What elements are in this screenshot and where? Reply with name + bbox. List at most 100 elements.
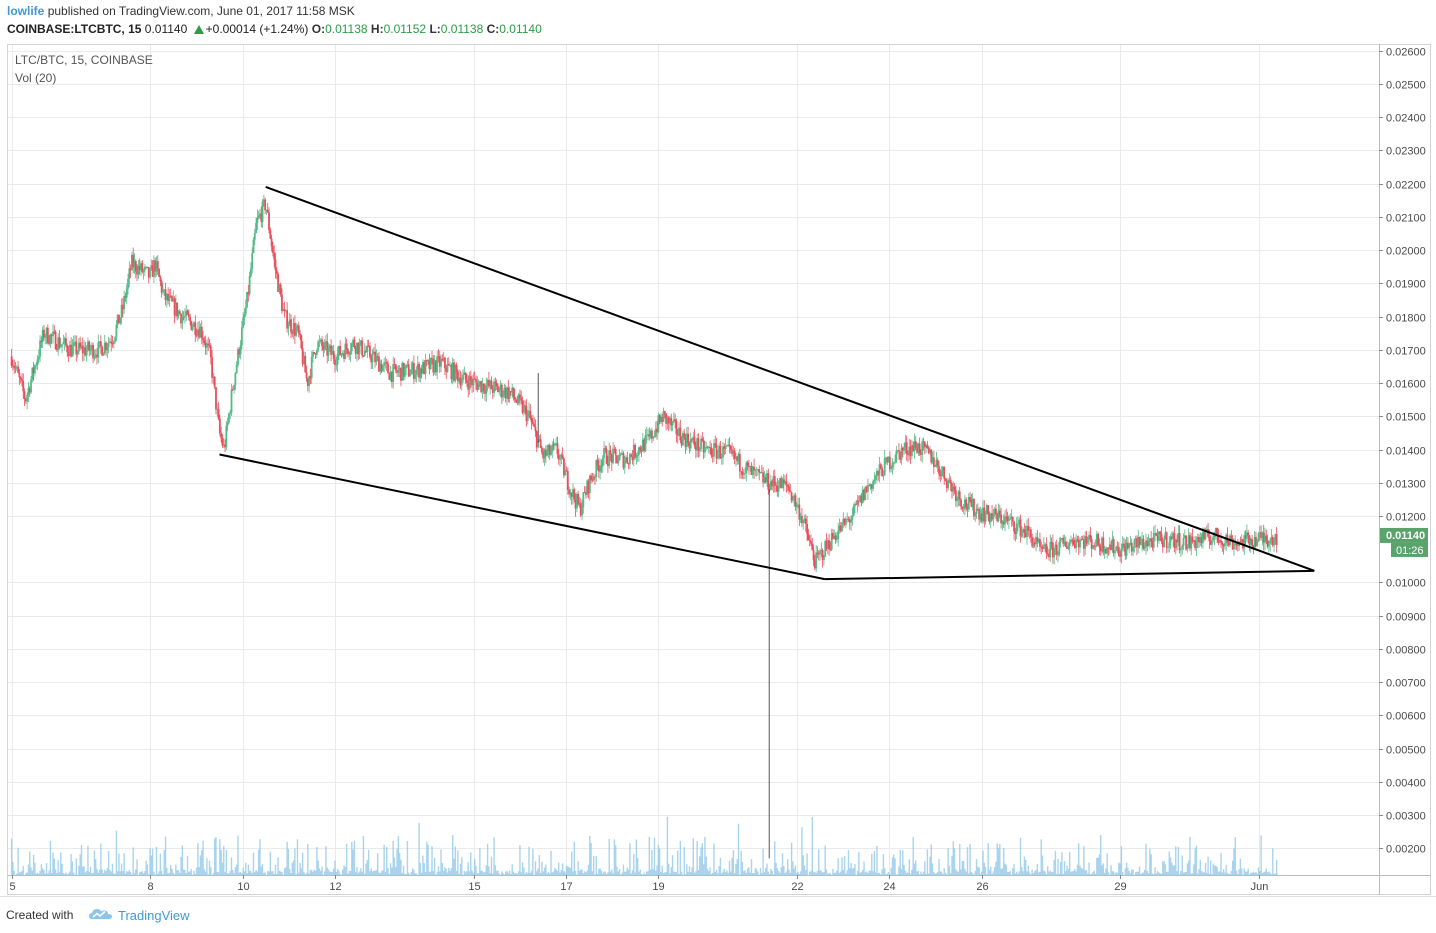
price-chart[interactable]: 0.026000.025000.024000.023000.022000.021… [7, 44, 1431, 895]
volume-bar [748, 867, 749, 875]
volume-bar [986, 874, 987, 875]
volume-bar [1163, 861, 1164, 875]
volume-bar [594, 874, 595, 875]
candle-body [483, 384, 485, 391]
volume-bar [778, 871, 779, 875]
candle-body [203, 340, 205, 342]
candle-body [963, 509, 965, 510]
volume-bar [294, 848, 295, 875]
volume-bar [373, 871, 374, 875]
candle-body [313, 352, 315, 353]
volume-bar [628, 870, 629, 875]
volume-bar [444, 867, 445, 875]
volume-bar [985, 867, 986, 875]
tradingview-cloud-icon[interactable] [88, 906, 114, 922]
volume-bar [186, 873, 187, 875]
volume-bar [448, 868, 449, 875]
volume-bar [519, 845, 520, 875]
volume-bar [740, 851, 741, 875]
candle-body [218, 409, 220, 419]
candle-body [809, 540, 811, 541]
candle-body [515, 399, 517, 402]
candle-body [634, 445, 636, 458]
candle-body [100, 341, 102, 346]
volume-bar [189, 871, 190, 875]
volume-bar [297, 839, 298, 875]
candle-body [231, 389, 233, 412]
candle-body [61, 344, 63, 345]
volume-bar [28, 864, 29, 875]
x-tick-label: 8 [147, 881, 153, 893]
close-label: C: [487, 22, 500, 36]
candle-body [496, 383, 498, 386]
volume-bar [834, 873, 835, 875]
volume-bar [257, 871, 258, 875]
volume-bar [268, 871, 269, 875]
volume-bar [319, 868, 320, 875]
volume-bar [724, 869, 725, 875]
volume-bar [1152, 873, 1153, 875]
volume-bar [1048, 872, 1049, 875]
candle-body [299, 334, 301, 336]
volume-bar [158, 871, 159, 875]
volume-bar [1169, 851, 1170, 875]
candle-body [985, 514, 987, 522]
candle-body [915, 441, 917, 448]
volume-bar [514, 873, 515, 875]
volume-bar [969, 844, 970, 875]
volume-bar [923, 872, 924, 875]
volume-bar [140, 872, 141, 875]
volume-bar [720, 858, 721, 875]
volume-bar [224, 872, 225, 875]
volume-bar [1262, 873, 1263, 875]
volume-bar [464, 871, 465, 875]
volume-bar [42, 868, 43, 875]
volume-bar [1200, 860, 1201, 875]
candle-body [1179, 533, 1181, 550]
volume-bar [912, 837, 913, 875]
volume-bar [845, 874, 846, 875]
volume-bar [1039, 872, 1040, 875]
candle-body [720, 446, 722, 459]
volume-bar [218, 872, 219, 875]
volume-bar [527, 873, 528, 875]
candle-body [37, 360, 39, 366]
volume-bar [857, 871, 858, 875]
candle-body [1208, 537, 1210, 541]
volume-indicator-label[interactable]: Vol (20) [15, 71, 56, 85]
candle-body [604, 448, 606, 449]
volume-bar [830, 873, 831, 875]
volume-bar [263, 873, 264, 875]
volume-bar [121, 864, 122, 875]
volume-bar [958, 871, 959, 875]
candle-body [462, 375, 464, 380]
volume-bar [769, 874, 770, 875]
x-tick-label: Jun [1251, 881, 1269, 893]
change-value: +0.00014 (+1.24%) [206, 22, 309, 36]
author-link[interactable]: lowlife [7, 4, 44, 18]
volume-bar [21, 871, 22, 875]
volume-bar [859, 873, 860, 875]
candle-body [698, 438, 700, 451]
volume-bar [868, 871, 869, 875]
candle-body [334, 359, 336, 365]
volume-bar [100, 843, 101, 875]
candle-body [841, 522, 843, 531]
candle-body [774, 476, 776, 485]
candle-body [306, 372, 308, 378]
y-tick-label: 0.02200 [1386, 180, 1426, 192]
tradingview-brand-link[interactable]: TradingView [118, 908, 190, 923]
volume-bar [112, 864, 113, 875]
volume-bar [978, 868, 979, 875]
volume-bar [629, 843, 630, 875]
candle-body [807, 534, 809, 540]
volume-bar [412, 868, 413, 875]
candle-body [236, 365, 238, 373]
volume-bar [890, 868, 891, 875]
volume-bar [1176, 871, 1177, 875]
candle-body [143, 270, 145, 272]
candle-body [704, 448, 706, 453]
volume-bar [1055, 851, 1056, 875]
volume-bar [548, 872, 549, 875]
